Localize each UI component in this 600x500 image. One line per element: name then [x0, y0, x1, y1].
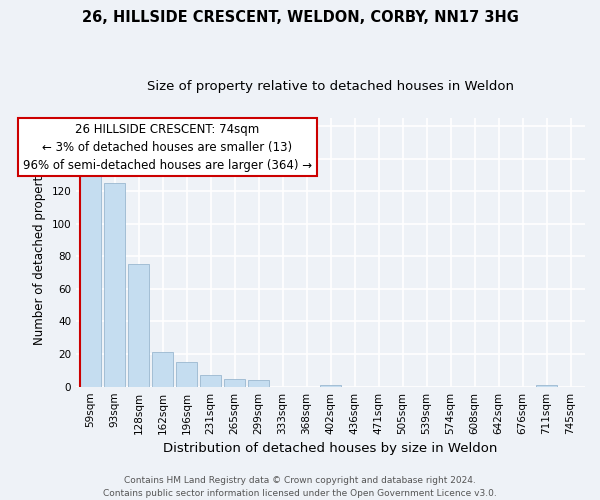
Bar: [128, 264, 149, 386]
Title: Size of property relative to detached houses in Weldon: Size of property relative to detached ho…: [147, 80, 514, 93]
Text: 26 HILLSIDE CRESCENT: 74sqm
← 3% of detached houses are smaller (13)
96% of semi: 26 HILLSIDE CRESCENT: 74sqm ← 3% of deta…: [23, 122, 312, 172]
Bar: [104, 183, 125, 386]
Text: 26, HILLSIDE CRESCENT, WELDON, CORBY, NN17 3HG: 26, HILLSIDE CRESCENT, WELDON, CORBY, NN…: [82, 10, 518, 25]
Bar: [536, 385, 557, 386]
Text: Contains HM Land Registry data © Crown copyright and database right 2024.
Contai: Contains HM Land Registry data © Crown c…: [103, 476, 497, 498]
Y-axis label: Number of detached properties: Number of detached properties: [33, 159, 46, 345]
Bar: [80, 172, 101, 386]
Bar: [200, 376, 221, 386]
Bar: [224, 378, 245, 386]
Bar: [248, 380, 269, 386]
Bar: [176, 362, 197, 386]
X-axis label: Distribution of detached houses by size in Weldon: Distribution of detached houses by size …: [163, 442, 498, 455]
Bar: [320, 385, 341, 386]
Bar: [152, 352, 173, 386]
